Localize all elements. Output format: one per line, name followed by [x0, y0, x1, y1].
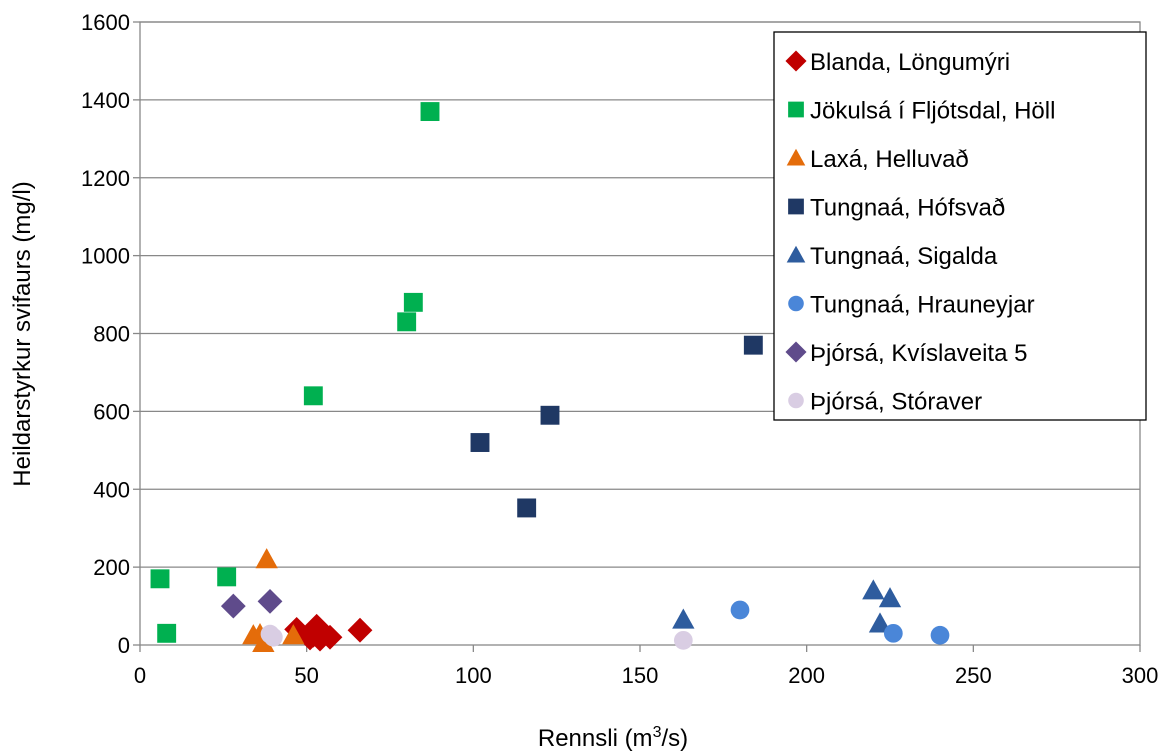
legend-item: Jökulsá í Fljótsdal, Höll: [788, 98, 1055, 125]
legend-item: Þjórsá, Stóraver: [788, 389, 982, 416]
series-4: [470, 335, 763, 518]
y-tick-label: 400: [93, 477, 130, 502]
series-2: [150, 102, 440, 643]
series-5: [672, 579, 902, 633]
x-tick-label: 300: [1122, 663, 1159, 688]
data-point: [878, 587, 902, 608]
data-point: [257, 588, 283, 614]
y-tick-label: 200: [93, 555, 130, 580]
legend-marker: [788, 198, 804, 215]
x-tick-label: 0: [134, 663, 146, 688]
data-point: [150, 569, 170, 589]
data-point: [252, 631, 275, 652]
legend-box: [773, 31, 1147, 421]
legend-label: Tungnaá, Hófsvað: [810, 195, 1005, 222]
data-point: [470, 433, 490, 452]
y-tick-label: 1600: [81, 10, 130, 35]
legend-marker: [785, 50, 807, 72]
legend-marker: [788, 101, 804, 118]
legend: Blanda, Löngumýri Jökulsá í Fljótsdal, Hö…: [773, 31, 1147, 421]
data-point: [673, 630, 693, 650]
x-tick-label: 250: [955, 663, 992, 688]
data-point: [517, 498, 537, 518]
legend-marker: [788, 295, 804, 312]
data-point: [220, 593, 246, 619]
y-tick-label: 1200: [81, 166, 130, 191]
legend-item: Tungnaá, Sigalda: [786, 243, 998, 270]
x-tick-label: 150: [622, 663, 659, 688]
data-point: [403, 292, 423, 312]
series-8: [260, 624, 693, 650]
data-point: [868, 612, 892, 633]
legend-label: Blanda, Löngumýri: [810, 49, 1010, 76]
data-point: [317, 624, 343, 650]
legend-label: Þjórsá, Kvíslaveita 5: [810, 340, 1027, 367]
legend-item: Laxá, Helluvað: [786, 146, 969, 173]
legend-label: Laxá, Helluvað: [810, 146, 969, 173]
x-tick-label: 200: [788, 663, 825, 688]
series-7: [220, 588, 283, 619]
data-points: [150, 102, 950, 652]
series-6: [730, 600, 950, 645]
data-point: [347, 617, 373, 643]
y-axis-title: Heildarstyrkur svifaurs (mg/l): [9, 181, 36, 486]
data-point: [282, 624, 305, 645]
legend-item: Þjórsá, Kvíslaveita 5: [785, 340, 1027, 367]
legend-item: Tungnaá, Hófsvað: [788, 195, 1005, 222]
y-tick-label: 600: [93, 399, 130, 424]
data-point: [862, 579, 885, 600]
legend-item: Tungnaá, Hrauneyjar: [788, 292, 1035, 319]
y-tick-label: 1400: [81, 88, 130, 113]
data-point: [157, 623, 177, 643]
legend-label: Jökulsá í Fljótsdal, Höll: [810, 98, 1055, 125]
gridlines: [140, 21, 1140, 568]
x-axis-ticks: 0 50 100 150 200 250 300: [134, 645, 1158, 688]
y-tick-label: 800: [93, 322, 130, 347]
data-point: [420, 102, 440, 122]
data-point: [930, 625, 950, 645]
y-tick-label: 1000: [81, 244, 130, 269]
data-point: [255, 548, 278, 569]
data-point: [743, 335, 763, 355]
legend-item: Blanda, Löngumýri: [785, 49, 1010, 76]
data-point: [883, 623, 903, 643]
legend-marker: [786, 245, 806, 263]
y-tick-label: 0: [118, 633, 130, 658]
legend-label: Þjórsá, Stóraver: [810, 389, 982, 416]
y-axis-ticks: 0 200 400 600 800 1000 1200 1400 1600: [81, 10, 140, 658]
data-point: [672, 608, 695, 629]
data-point: [263, 627, 283, 647]
x-tick-label: 100: [455, 663, 492, 688]
x-axis-title: Rennsli (m3/s): [538, 724, 688, 752]
legend-marker: [786, 148, 806, 166]
data-point: [730, 600, 750, 620]
data-point: [217, 567, 237, 587]
legend-marker: [788, 392, 804, 409]
data-point: [540, 405, 560, 425]
data-point: [303, 386, 323, 406]
legend-label: Tungnaá, Hrauneyjar: [810, 292, 1035, 319]
x-tick-label: 50: [294, 663, 318, 688]
legend-label: Tungnaá, Sigalda: [810, 243, 998, 270]
legend-marker: [785, 341, 807, 363]
data-point: [397, 312, 417, 332]
